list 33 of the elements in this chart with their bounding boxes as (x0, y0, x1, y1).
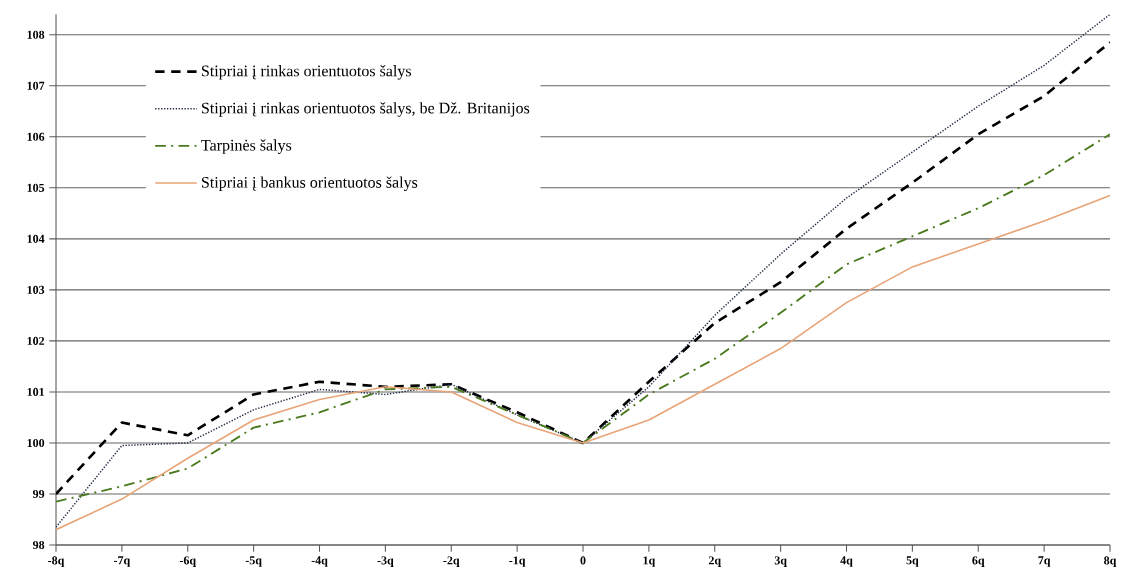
y-tick-label: 103 (27, 285, 45, 294)
x-tick-label: 1q (643, 556, 656, 567)
legend-label: Stipriai į rinkas orientuotos šalys (202, 65, 412, 80)
x-tick-label: 4q (840, 556, 853, 567)
y-tick-label: 104 (27, 234, 45, 243)
x-tick-label: -4q (311, 556, 328, 567)
y-tick-label: 106 (27, 132, 45, 141)
x-tick-label: -5q (245, 556, 262, 567)
line-series (56, 194, 1111, 531)
x-tick-label: 3q (774, 556, 787, 567)
y-tick-label: 100 (27, 438, 45, 448)
legend-label: Tarpinės šalys (201, 139, 292, 154)
x-tick-label: -6q (179, 556, 196, 567)
x-tick-label: 5q (906, 556, 919, 567)
y-tick-label: 101 (27, 387, 44, 396)
y-tick-label: 107 (27, 81, 45, 90)
y-tick-label: 102 (27, 336, 45, 345)
x-tick-label: 2q (708, 556, 721, 567)
x-tick-label: 6q (972, 556, 985, 567)
x-tick-label: 8q (1104, 556, 1117, 567)
x-tick-label: -7q (113, 556, 131, 567)
legend-label: Stipriai į bankus orientuotos šalys (202, 176, 418, 192)
x-tick-label: -8q (48, 556, 65, 567)
x-tick-label: -3q (377, 556, 394, 567)
x-tick-label: 0 (580, 556, 586, 565)
x-tick-label: -1q (509, 556, 526, 567)
y-tick-label: 99 (32, 489, 45, 499)
x-tick-label: 7q (1038, 556, 1051, 567)
x-tick-label: -2q (443, 556, 460, 567)
y-tick-label: 98 (32, 540, 45, 550)
legend-label: Stipriai į rinkas orientuotos šalys, be Dž. Britanijos (202, 102, 530, 117)
y-tick-label: 108 (27, 30, 45, 39)
y-tick-label: 105 (27, 183, 45, 192)
